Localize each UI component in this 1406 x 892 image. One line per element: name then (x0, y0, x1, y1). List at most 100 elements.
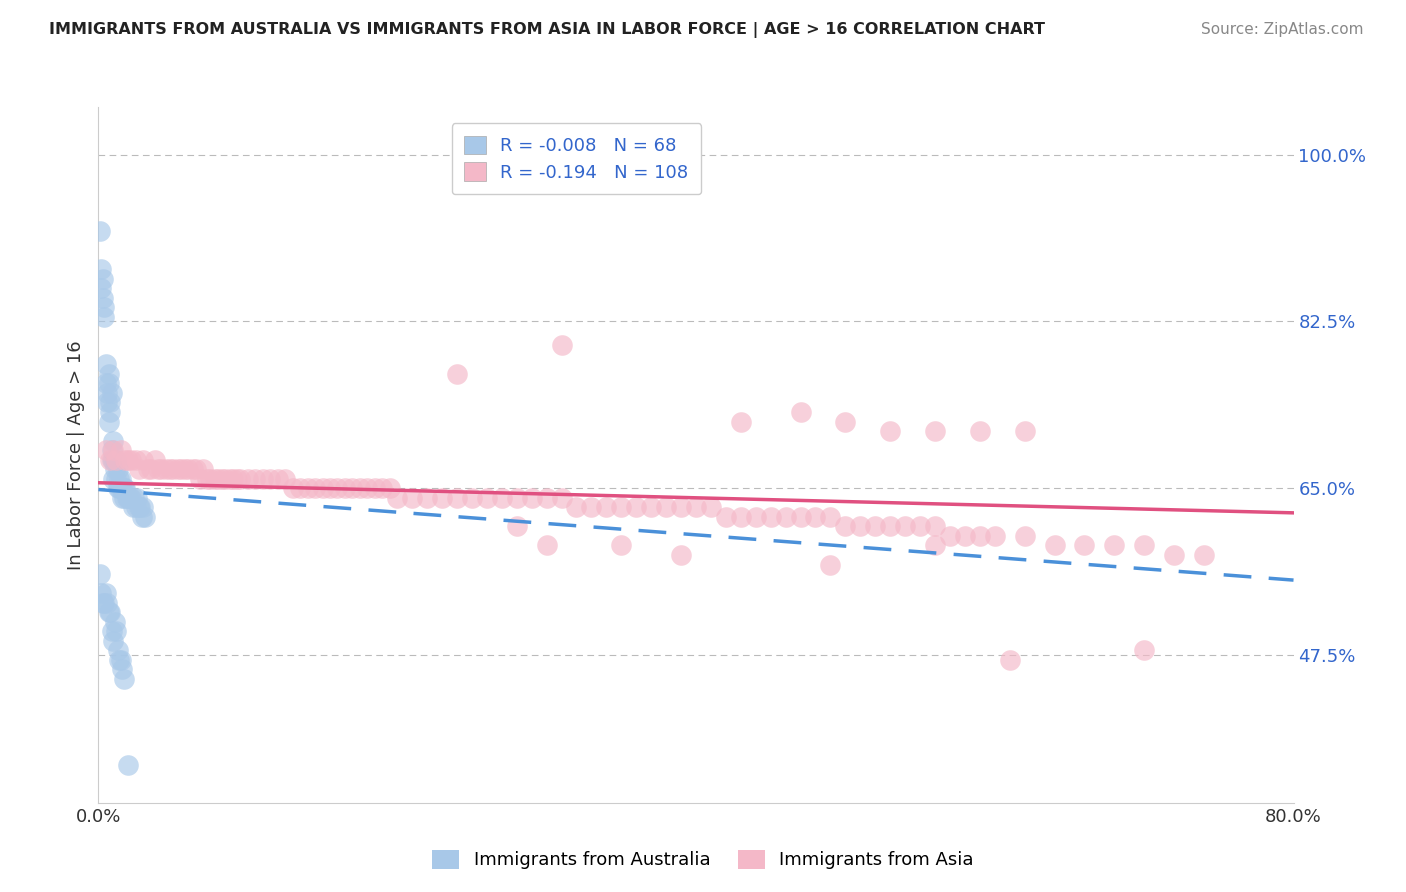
Point (143, 452, 166, 467)
Point (565, 500, 588, 515)
Point (89, 567, 111, 582)
Point (669, 500, 692, 515)
Point (117, 757, 139, 772)
Point (204, 472, 226, 486)
Point (430, 491, 453, 505)
Point (326, 481, 349, 495)
Point (90, 586, 112, 600)
Point (333, 481, 356, 495)
Point (834, 519, 856, 533)
Point (416, 491, 439, 505)
Point (97, 415, 120, 429)
Point (120, 491, 142, 505)
Point (104, 462, 127, 476)
Point (1014, 529, 1036, 543)
Point (259, 472, 281, 486)
Point (581, 500, 603, 515)
Point (222, 472, 245, 486)
Point (96, 596, 118, 610)
Point (139, 462, 162, 476)
Point (184, 462, 207, 476)
Point (969, 424, 991, 438)
Point (105, 452, 128, 467)
Point (364, 481, 387, 495)
Point (115, 491, 138, 505)
Point (90, 281, 112, 295)
Point (536, 491, 558, 505)
Point (595, 500, 617, 515)
Point (1073, 539, 1095, 553)
Point (626, 500, 648, 515)
Point (112, 491, 135, 505)
Point (730, 509, 752, 524)
Point (669, 548, 692, 562)
Point (520, 491, 543, 505)
Point (342, 481, 364, 495)
Point (132, 500, 155, 515)
Point (730, 415, 752, 429)
Point (506, 491, 529, 505)
Point (150, 462, 173, 476)
Point (640, 500, 662, 515)
Point (181, 462, 204, 476)
Point (775, 509, 797, 524)
Point (98, 452, 122, 467)
Point (103, 443, 125, 458)
Point (128, 500, 150, 515)
Point (804, 509, 827, 524)
Point (655, 500, 678, 515)
Point (98, 405, 122, 419)
Point (134, 509, 156, 524)
Point (924, 424, 946, 438)
Point (550, 338, 572, 352)
Point (96, 386, 118, 401)
Point (162, 462, 184, 476)
Point (93, 300, 115, 314)
Point (159, 462, 181, 476)
Point (117, 452, 139, 467)
Point (219, 472, 242, 486)
Point (101, 452, 124, 467)
Point (98, 605, 122, 619)
Point (924, 519, 946, 533)
Point (401, 491, 423, 505)
Point (252, 472, 274, 486)
Point (103, 472, 125, 486)
Point (188, 472, 211, 486)
Point (91, 291, 114, 305)
Point (953, 529, 976, 543)
Point (1043, 539, 1066, 553)
Point (114, 481, 136, 495)
Point (1014, 424, 1036, 438)
Point (111, 481, 134, 495)
Point (191, 462, 214, 476)
Point (1163, 548, 1185, 562)
Point (94, 376, 117, 391)
Point (101, 624, 124, 639)
Point (107, 462, 129, 476)
Point (820, 509, 842, 524)
Point (491, 491, 513, 505)
Point (267, 472, 290, 486)
Point (226, 472, 249, 486)
Point (110, 653, 132, 667)
Point (103, 452, 125, 467)
Point (214, 472, 236, 486)
Point (211, 472, 233, 486)
Point (169, 462, 191, 476)
Point (91, 271, 114, 285)
Point (131, 509, 153, 524)
Point (998, 653, 1021, 667)
Point (236, 472, 259, 486)
Point (127, 491, 149, 505)
Point (385, 491, 409, 505)
Point (197, 472, 219, 486)
Point (108, 653, 131, 667)
Point (111, 662, 134, 676)
Text: IMMIGRANTS FROM AUSTRALIA VS IMMIGRANTS FROM ASIA IN LABOR FORCE | AGE > 16 CORR: IMMIGRANTS FROM AUSTRALIA VS IMMIGRANTS … (49, 22, 1045, 38)
Point (97, 367, 120, 381)
Point (114, 452, 136, 467)
Point (969, 529, 991, 543)
Point (789, 405, 811, 419)
Point (107, 643, 129, 657)
